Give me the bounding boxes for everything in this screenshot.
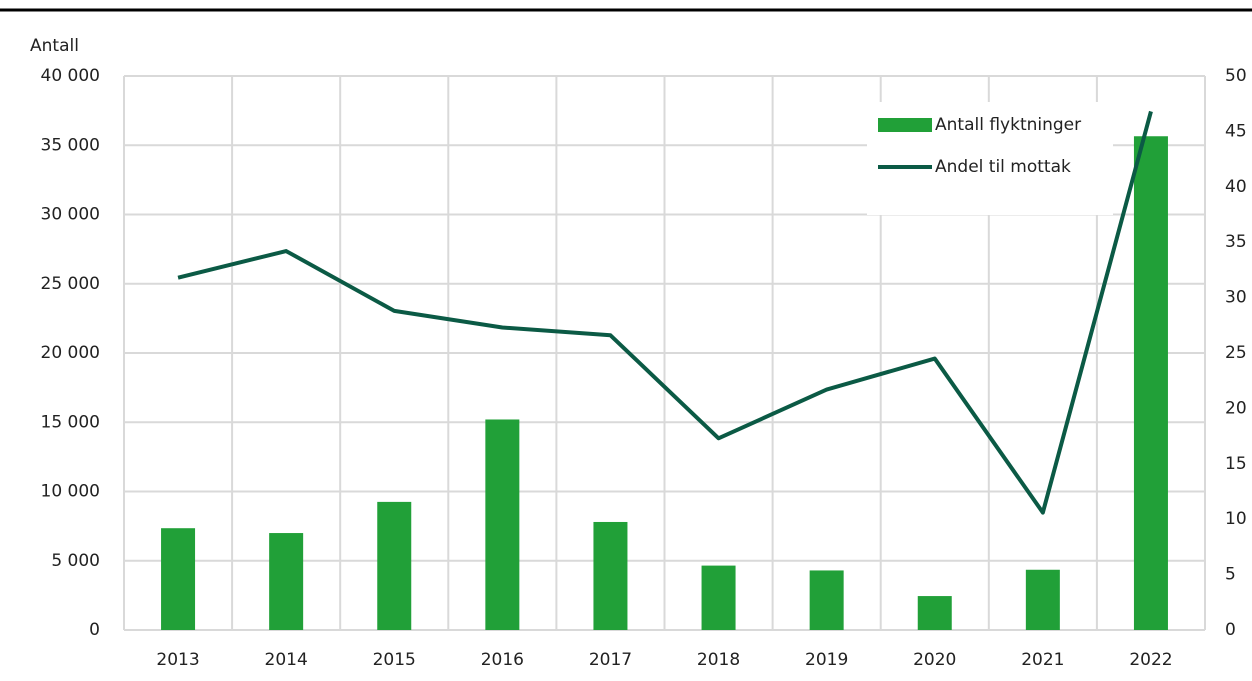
bar bbox=[1025, 569, 1060, 630]
bar bbox=[269, 533, 304, 630]
line bbox=[177, 110, 1153, 515]
y-tick-label: 0 bbox=[89, 620, 100, 640]
y-tick-label: 15 000 bbox=[41, 412, 100, 432]
x-tick-label: 2018 bbox=[697, 650, 740, 670]
x-tick-label: 2014 bbox=[265, 650, 308, 670]
y2-tick-label: 25 bbox=[1225, 343, 1247, 363]
y-tick-label: 40 000 bbox=[41, 66, 100, 86]
y-tick-label: 20 000 bbox=[41, 343, 100, 363]
y2-tick-label: 35 bbox=[1225, 232, 1247, 252]
y-tick-label: 10 000 bbox=[41, 482, 100, 502]
y2-tick-label: 10 bbox=[1225, 509, 1247, 529]
x-tick-label: 2020 bbox=[913, 650, 956, 670]
y2-tick-label: 50 bbox=[1225, 66, 1247, 86]
y2-tick-label: 20 bbox=[1225, 398, 1247, 418]
y-tick-label: 25 000 bbox=[41, 274, 100, 294]
y-tick-label: 30 000 bbox=[41, 205, 100, 225]
legend-swatch bbox=[878, 118, 932, 132]
y2-tick-label: 15 bbox=[1225, 454, 1247, 474]
y-tick-label: 35 000 bbox=[41, 135, 100, 155]
x-tick-label: 2017 bbox=[589, 650, 632, 670]
x-tick-label: 2022 bbox=[1129, 650, 1172, 670]
bar bbox=[917, 596, 952, 630]
bar bbox=[485, 419, 520, 630]
bar bbox=[1133, 136, 1168, 630]
y2-tick-label: 40 bbox=[1225, 177, 1247, 197]
bar bbox=[593, 521, 628, 630]
y2-tick-label: 0 bbox=[1225, 620, 1236, 640]
x-tick-label: 2015 bbox=[373, 650, 416, 670]
bar bbox=[701, 565, 736, 630]
x-tick-label: 2019 bbox=[805, 650, 848, 670]
y2-tick-label: 45 bbox=[1225, 121, 1247, 141]
y-tick-label: 5 000 bbox=[51, 551, 100, 571]
y2-tick-label: 5 bbox=[1225, 565, 1236, 585]
y2-tick-label: 30 bbox=[1225, 288, 1247, 308]
x-tick-label: 2016 bbox=[481, 650, 524, 670]
y-axis-label: Antall bbox=[30, 36, 79, 56]
legend-label: Antall flyktninger bbox=[935, 115, 1081, 135]
x-tick-label: 2013 bbox=[156, 650, 199, 670]
bar bbox=[809, 570, 844, 630]
bar bbox=[161, 528, 196, 630]
legend-label: Andel til mottak bbox=[935, 157, 1071, 177]
x-tick-label: 2021 bbox=[1021, 650, 1064, 670]
bar bbox=[377, 501, 412, 630]
